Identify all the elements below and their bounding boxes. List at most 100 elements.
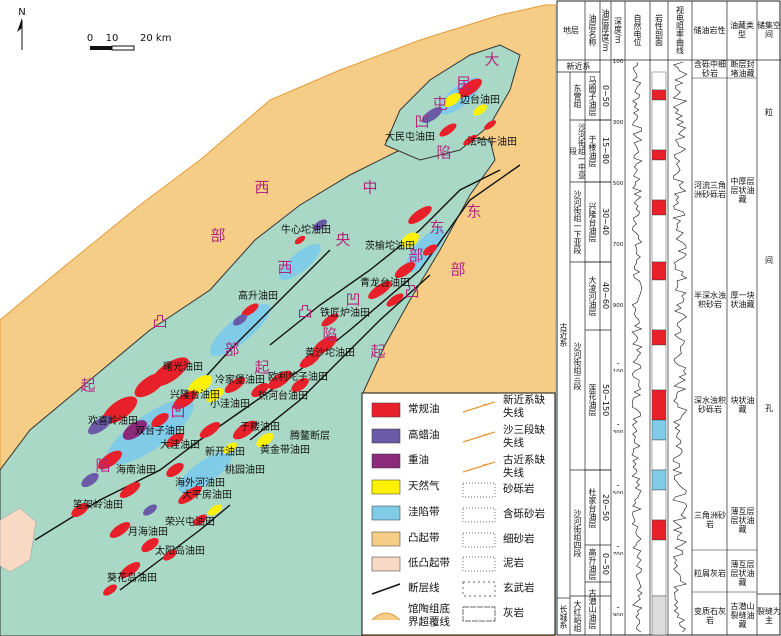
field-label: 热河台油田	[258, 389, 308, 402]
lithology-bed	[651, 279, 667, 331]
field-label: 大洼油田	[160, 438, 200, 451]
lithology-bed	[651, 519, 667, 541]
field-label: 小洼油田	[210, 397, 250, 410]
reservoir-rock-cell: 三角洲砂岩	[694, 511, 726, 529]
scale-segment	[90, 46, 112, 50]
field-label: 铁匠炉油田	[320, 306, 370, 319]
field-label: 桃园油田	[225, 463, 265, 476]
field-label: 大平房油田	[182, 488, 232, 501]
field-patch	[193, 514, 207, 526]
field-patch	[98, 450, 122, 470]
north-arrow	[17, 18, 23, 50]
unit-label: 部	[210, 227, 225, 245]
legend-swatch	[371, 479, 401, 495]
unit-label: 民	[456, 75, 471, 93]
column-header: 深度/m	[613, 16, 623, 44]
storage-cell: 粒间孔	[764, 108, 774, 552]
reservoir-type-cell: 块状油藏	[730, 396, 755, 414]
field-label: 茨榆坨油田	[365, 239, 415, 252]
reservoir-type-cell: 厚一块状油藏	[730, 291, 755, 309]
field-label: 太阳岛油田	[155, 544, 205, 557]
column-header: 储集空间	[757, 21, 781, 39]
unit-label: 陷	[436, 144, 451, 162]
fault-line	[249, 274, 431, 441]
unit-label: 西	[277, 259, 292, 277]
field-patch	[463, 134, 477, 146]
legend-swatch	[462, 581, 496, 597]
fault-label: 腾鳌断层	[290, 429, 330, 442]
reservoir-type-cell: 古潜山裂缝油藏	[730, 602, 755, 629]
scale-segment	[111, 45, 135, 51]
legend-label: 馆陶组底界超覆线	[408, 603, 450, 628]
oil-layer-cell: 杜家台油层	[588, 487, 597, 528]
legend-label: 沙三段缺失线	[503, 424, 545, 449]
unit-label: 西	[254, 179, 269, 197]
unit-label: 凸	[152, 313, 167, 331]
field-patch	[251, 382, 269, 398]
field-patch	[299, 351, 321, 369]
oil-gas-fields	[71, 78, 496, 596]
field-patch	[294, 235, 306, 245]
lithology-bed	[651, 439, 667, 471]
legend-label: 洼陷带	[408, 506, 440, 518]
lithology-bed	[651, 99, 667, 151]
legend-label: 泥岩	[503, 557, 524, 569]
system-cell: 长城系	[559, 604, 568, 629]
field-patch	[439, 123, 457, 137]
field-patch	[268, 370, 292, 390]
lithology-bed	[651, 595, 667, 636]
field-patch	[134, 372, 166, 398]
column-header: 储油岩性	[693, 25, 726, 35]
resistivity-curve	[672, 61, 688, 633]
thickness-cell: 20~50	[601, 493, 610, 522]
depth-label: 1 500	[612, 485, 624, 494]
field-label: 黄沙坨油田	[305, 346, 355, 359]
legend-swatch	[371, 556, 401, 572]
unit-label: 东	[466, 203, 481, 221]
fault-line	[179, 249, 331, 406]
unit-label: 凹	[170, 403, 185, 421]
lithology-bed	[651, 214, 667, 263]
system-cell: 古近系	[559, 323, 568, 347]
field-patch	[143, 504, 157, 516]
unit-label: 部	[450, 261, 465, 279]
scale-label: 10	[106, 33, 119, 44]
thickness-cell: 15~80	[601, 137, 610, 165]
legend-label: 高蜡油	[408, 429, 440, 441]
field-label: 海外河油田	[175, 476, 225, 489]
scale-label: 20 km	[140, 33, 171, 44]
legend-label: 细砂岩	[503, 533, 535, 545]
field-label: 大民屯油田	[385, 130, 435, 143]
field-label: 冷家堡油田	[215, 373, 265, 386]
scale-bar	[90, 45, 135, 51]
field-patch	[166, 432, 184, 448]
field-patch	[313, 219, 327, 231]
field-patch	[163, 549, 177, 561]
field-patch	[423, 244, 437, 256]
field-label: 青龙台油田	[360, 276, 410, 289]
column-header: 油层名称	[588, 14, 597, 46]
system-cell: 新近系	[566, 61, 591, 71]
field-patch	[178, 485, 202, 505]
legend-label: 含砾砂岩	[503, 508, 545, 520]
field-label: 黄金带油田	[260, 443, 310, 456]
unit-label: 陷	[95, 457, 110, 475]
field-label: 笔架岭油田	[73, 498, 123, 511]
lithology-bed	[651, 149, 667, 161]
unit-label: 央	[335, 231, 350, 249]
sag-patch	[209, 303, 271, 357]
field-patch	[122, 420, 148, 440]
field-patch	[443, 92, 461, 108]
thickness-cell: 40~60	[601, 282, 610, 310]
unit-label: 中	[362, 179, 377, 197]
field-label: 月海油田	[128, 525, 168, 538]
sag-patch	[178, 451, 232, 493]
column-header: 自然电位	[633, 14, 642, 46]
lithology-bed	[651, 344, 667, 391]
field-patch	[71, 502, 89, 518]
field-label: 于楼油田	[240, 420, 280, 433]
legend-swatch	[462, 401, 496, 413]
column-header: 油层厚度/m	[601, 8, 610, 52]
